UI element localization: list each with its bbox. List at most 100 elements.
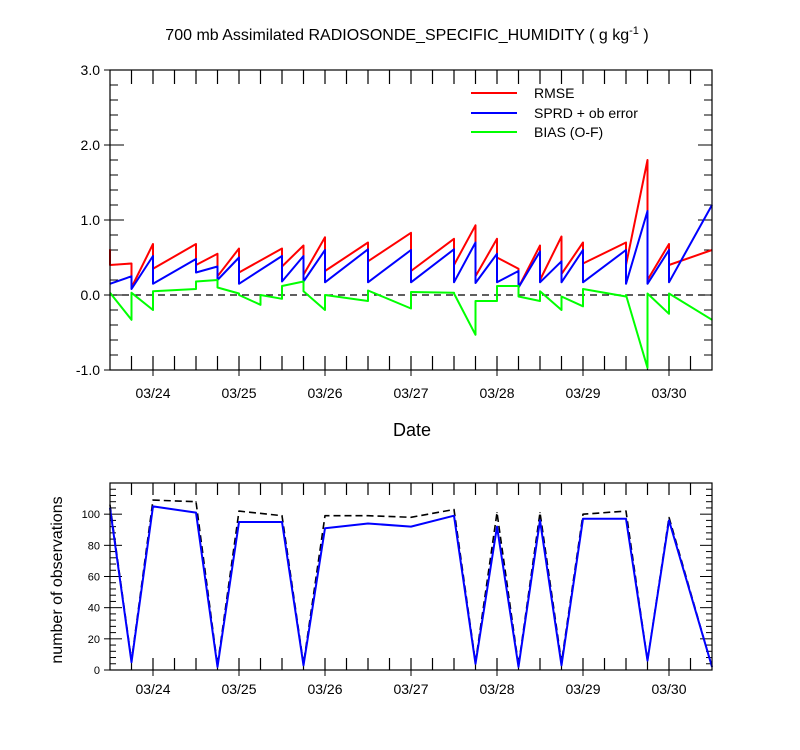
data-point (238, 294, 240, 296)
chart-title-suffix: ) (639, 27, 649, 44)
series-line-assimilated-observations (109, 505, 713, 668)
data-point (216, 279, 219, 281)
data-point (324, 515, 326, 517)
data-point (496, 511, 498, 514)
data-point (539, 250, 541, 253)
bottom-series-lines (109, 499, 713, 668)
data-point (582, 249, 584, 251)
y-tick-label: 1.0 (81, 212, 101, 228)
data-point (130, 661, 133, 663)
data-point (195, 258, 197, 260)
y-tick-label: 0 (94, 665, 100, 677)
x-tick-label: 03/24 (135, 385, 170, 401)
data-point (152, 309, 154, 311)
data-point (302, 255, 305, 257)
data-point (582, 518, 584, 520)
data-point (324, 294, 326, 296)
x-tick-label: 03/30 (651, 681, 686, 697)
data-point (216, 253, 219, 255)
y-tick-label: 3.0 (81, 62, 101, 78)
data-point (281, 247, 283, 250)
data-point (625, 241, 627, 244)
x-tick-label: 03/26 (307, 385, 342, 401)
data-point (281, 255, 283, 257)
data-point (130, 319, 133, 321)
data-point (560, 281, 563, 283)
data-point (195, 280, 197, 283)
y-tick-label: 40 (88, 603, 100, 615)
data-point (367, 289, 369, 292)
data-point (453, 248, 455, 250)
x-tick-label: 03/25 (221, 385, 256, 401)
data-point (668, 313, 670, 315)
chart-title: 700 mb Assimilated RADIOSONDE_SPECIFIC_H… (165, 25, 648, 44)
data-point (668, 516, 670, 518)
x-axis-label: Date (393, 420, 431, 440)
data-point (152, 499, 154, 501)
data-point (668, 249, 670, 251)
data-point (474, 300, 477, 302)
data-point (517, 295, 520, 298)
x-tick-label: 03/28 (479, 681, 514, 697)
data-point (625, 518, 627, 520)
data-point (646, 210, 649, 212)
data-point (517, 268, 520, 270)
data-point (410, 232, 412, 234)
y-tick-label: 0.0 (81, 287, 101, 303)
data-point (259, 304, 262, 306)
data-point (453, 515, 455, 517)
data-point (130, 292, 133, 294)
data-point (560, 664, 563, 666)
data-point (324, 281, 326, 283)
data-point (474, 241, 477, 244)
data-point (281, 280, 283, 283)
x-tick-label: 03/26 (307, 681, 342, 697)
data-point (324, 249, 326, 251)
data-point (302, 244, 305, 247)
data-point (152, 255, 154, 257)
chart-title-superscript: -1 (629, 25, 639, 37)
data-point (367, 281, 369, 283)
series-line-bias-o-f (109, 279, 713, 369)
data-point (496, 300, 498, 302)
data-point (238, 256, 240, 259)
x-tick-label: 03/30 (651, 385, 686, 401)
data-point (195, 271, 197, 274)
chart-title-main: 700 mb Assimilated RADIOSONDE_SPECIFIC_H… (165, 27, 629, 44)
data-point (130, 275, 133, 277)
data-point (517, 666, 520, 668)
data-point (324, 527, 326, 529)
top-plot-frame (109, 69, 713, 371)
data-point (625, 249, 627, 251)
data-point (195, 501, 197, 503)
legend-label-bias: BIAS (O-F) (534, 124, 603, 140)
y-axis-label-observations: number of observations (49, 496, 66, 663)
y-tick-label: 80 (88, 540, 100, 552)
data-point (646, 367, 649, 369)
data-point (281, 515, 283, 517)
x-tick-label: 03/25 (221, 681, 256, 697)
data-point (281, 285, 283, 287)
x-tick-label: 03/27 (393, 385, 428, 401)
data-point (152, 243, 154, 245)
data-point (474, 334, 477, 336)
data-point (496, 285, 498, 287)
y-tick-label: 60 (88, 572, 100, 584)
data-point (453, 508, 455, 511)
data-point (582, 281, 584, 283)
data-point (324, 309, 326, 311)
data-point (152, 505, 154, 507)
legend-label-sprd: SPRD + ob error (534, 105, 638, 121)
x-tick-label: 03/29 (565, 681, 600, 697)
data-point (410, 249, 412, 251)
y-tick-label: 2.0 (81, 137, 101, 153)
data-point (539, 290, 541, 292)
y-tick-label: 100 (82, 509, 100, 521)
data-point (517, 285, 520, 287)
observation-count-panel: 03/24 03/25 03/26 03/27 03/28 03/29 03/30 0 20 40… (49, 482, 713, 697)
data-point (646, 292, 649, 295)
top-axes-ticks (104, 69, 712, 376)
legend-label-rmse: RMSE (534, 85, 574, 101)
data-point (238, 292, 240, 295)
data-point (646, 283, 649, 285)
